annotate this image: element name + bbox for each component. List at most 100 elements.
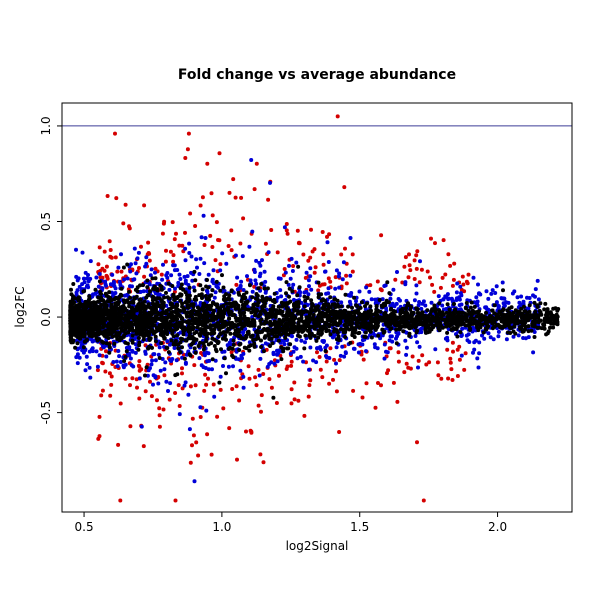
scatter-point-non-significant: [445, 314, 450, 319]
scatter-point-non-significant: [207, 297, 212, 302]
scatter-point-non-significant: [264, 298, 268, 303]
scatter-point-moderate: [429, 300, 434, 305]
scatter-point-non-significant: [113, 309, 118, 314]
scatter-point-non-significant: [357, 330, 362, 335]
scatter-point-non-significant: [227, 297, 232, 302]
scatter-point-non-significant: [286, 332, 291, 337]
scatter-point-moderate: [286, 282, 291, 287]
scatter-point-moderate: [134, 271, 139, 276]
scatter-point-non-significant: [210, 357, 215, 362]
scatter-point-moderate: [153, 291, 158, 296]
scatter-point-significant: [153, 266, 158, 271]
scatter-point-non-significant: [261, 328, 266, 332]
scatter-point-non-significant: [336, 304, 341, 309]
scatter-point-non-significant: [346, 304, 351, 309]
scatter-point-moderate: [163, 360, 168, 365]
scatter-point-moderate: [325, 240, 330, 245]
scatter-point-moderate: [504, 337, 509, 342]
scatter-point-significant: [239, 195, 244, 200]
scatter-point-moderate: [83, 368, 88, 373]
scatter-point-moderate: [249, 158, 254, 162]
scatter-point-moderate: [347, 299, 352, 304]
scatter-point-moderate: [454, 290, 459, 295]
scatter-point-non-significant: [374, 325, 379, 330]
scatter-point-non-significant: [396, 315, 401, 320]
scatter-point-significant: [410, 354, 415, 359]
scatter-point-significant: [177, 243, 182, 248]
scatter-point-non-significant: [355, 324, 360, 329]
scatter-point-significant: [343, 246, 347, 251]
scatter-point-moderate: [282, 342, 287, 347]
scatter-point-significant: [440, 275, 445, 280]
scatter-point-non-significant: [264, 320, 269, 325]
scatter-point-significant: [443, 272, 448, 277]
scatter-point-moderate: [122, 277, 127, 282]
scatter-point-non-significant: [527, 309, 532, 314]
scatter-point-non-significant: [214, 349, 219, 354]
scatter-point-moderate: [131, 277, 136, 282]
scatter-point-moderate: [454, 298, 459, 302]
scatter-point-moderate: [444, 307, 449, 311]
scatter-point-non-significant: [469, 300, 474, 305]
scatter-point-significant: [408, 268, 413, 273]
scatter-point-moderate: [343, 351, 348, 356]
scatter-point-moderate: [153, 358, 158, 363]
scatter-point-significant: [226, 244, 231, 248]
scatter-point-non-significant: [328, 295, 333, 300]
scatter-point-non-significant: [265, 286, 270, 291]
scatter-point-moderate: [212, 394, 217, 399]
scatter-point-moderate: [77, 355, 82, 360]
scatter-point-moderate: [94, 349, 99, 354]
scatter-point-non-significant: [164, 290, 168, 295]
scatter-point-significant: [218, 387, 223, 392]
scatter-point-moderate: [83, 270, 88, 275]
scatter-point-non-significant: [129, 306, 134, 311]
scatter-point-moderate: [308, 274, 313, 279]
scatter-point-non-significant: [217, 380, 222, 385]
scatter-point-moderate: [90, 346, 95, 351]
scatter-point-moderate: [201, 213, 206, 218]
scatter-point-moderate: [490, 288, 495, 293]
scatter-point-non-significant: [365, 314, 370, 319]
scatter-point-moderate: [77, 284, 82, 289]
scatter-point-moderate: [501, 296, 506, 301]
scatter-point-non-significant: [328, 332, 333, 337]
scatter-point-significant: [425, 269, 430, 274]
scatter-point-moderate: [395, 270, 399, 274]
scatter-point-non-significant: [252, 322, 257, 327]
scatter-point-moderate: [101, 345, 106, 350]
scatter-point-moderate: [494, 284, 499, 289]
scatter-point-non-significant: [244, 317, 249, 322]
scatter-point-non-significant: [219, 325, 224, 330]
scatter-point-moderate: [523, 336, 528, 341]
scatter-point-non-significant: [511, 329, 516, 334]
scatter-point-significant: [256, 367, 261, 372]
scatter-point-non-significant: [125, 298, 130, 303]
scatter-point-non-significant: [319, 298, 324, 303]
scatter-point-significant: [227, 190, 232, 195]
scatter-point-non-significant: [551, 325, 556, 330]
scatter-point-significant: [462, 289, 467, 294]
scatter-point-significant: [180, 243, 185, 248]
scatter-point-moderate: [288, 351, 293, 356]
scatter-point-non-significant: [383, 314, 388, 319]
scatter-point-significant: [320, 230, 325, 234]
scatter-point-non-significant: [256, 286, 261, 291]
scatter-point-non-significant: [186, 305, 191, 310]
scatter-point-moderate: [90, 339, 95, 344]
scatter-point-non-significant: [124, 349, 129, 354]
scatter-point-moderate: [533, 287, 538, 292]
scatter-point-significant: [361, 357, 366, 362]
scatter-point-moderate: [149, 362, 154, 367]
scatter-point-significant: [105, 194, 110, 198]
scatter-point-non-significant: [193, 350, 198, 355]
scatter-point-non-significant: [179, 282, 184, 287]
scatter-point-significant: [324, 359, 329, 364]
scatter-point-significant: [186, 131, 191, 136]
scatter-point-non-significant: [104, 293, 109, 298]
scatter-point-non-significant: [104, 334, 109, 339]
scatter-point-significant: [99, 393, 104, 398]
scatter-point-moderate: [139, 424, 144, 429]
scatter-point-moderate: [253, 278, 258, 283]
scatter-point-significant: [435, 360, 440, 365]
